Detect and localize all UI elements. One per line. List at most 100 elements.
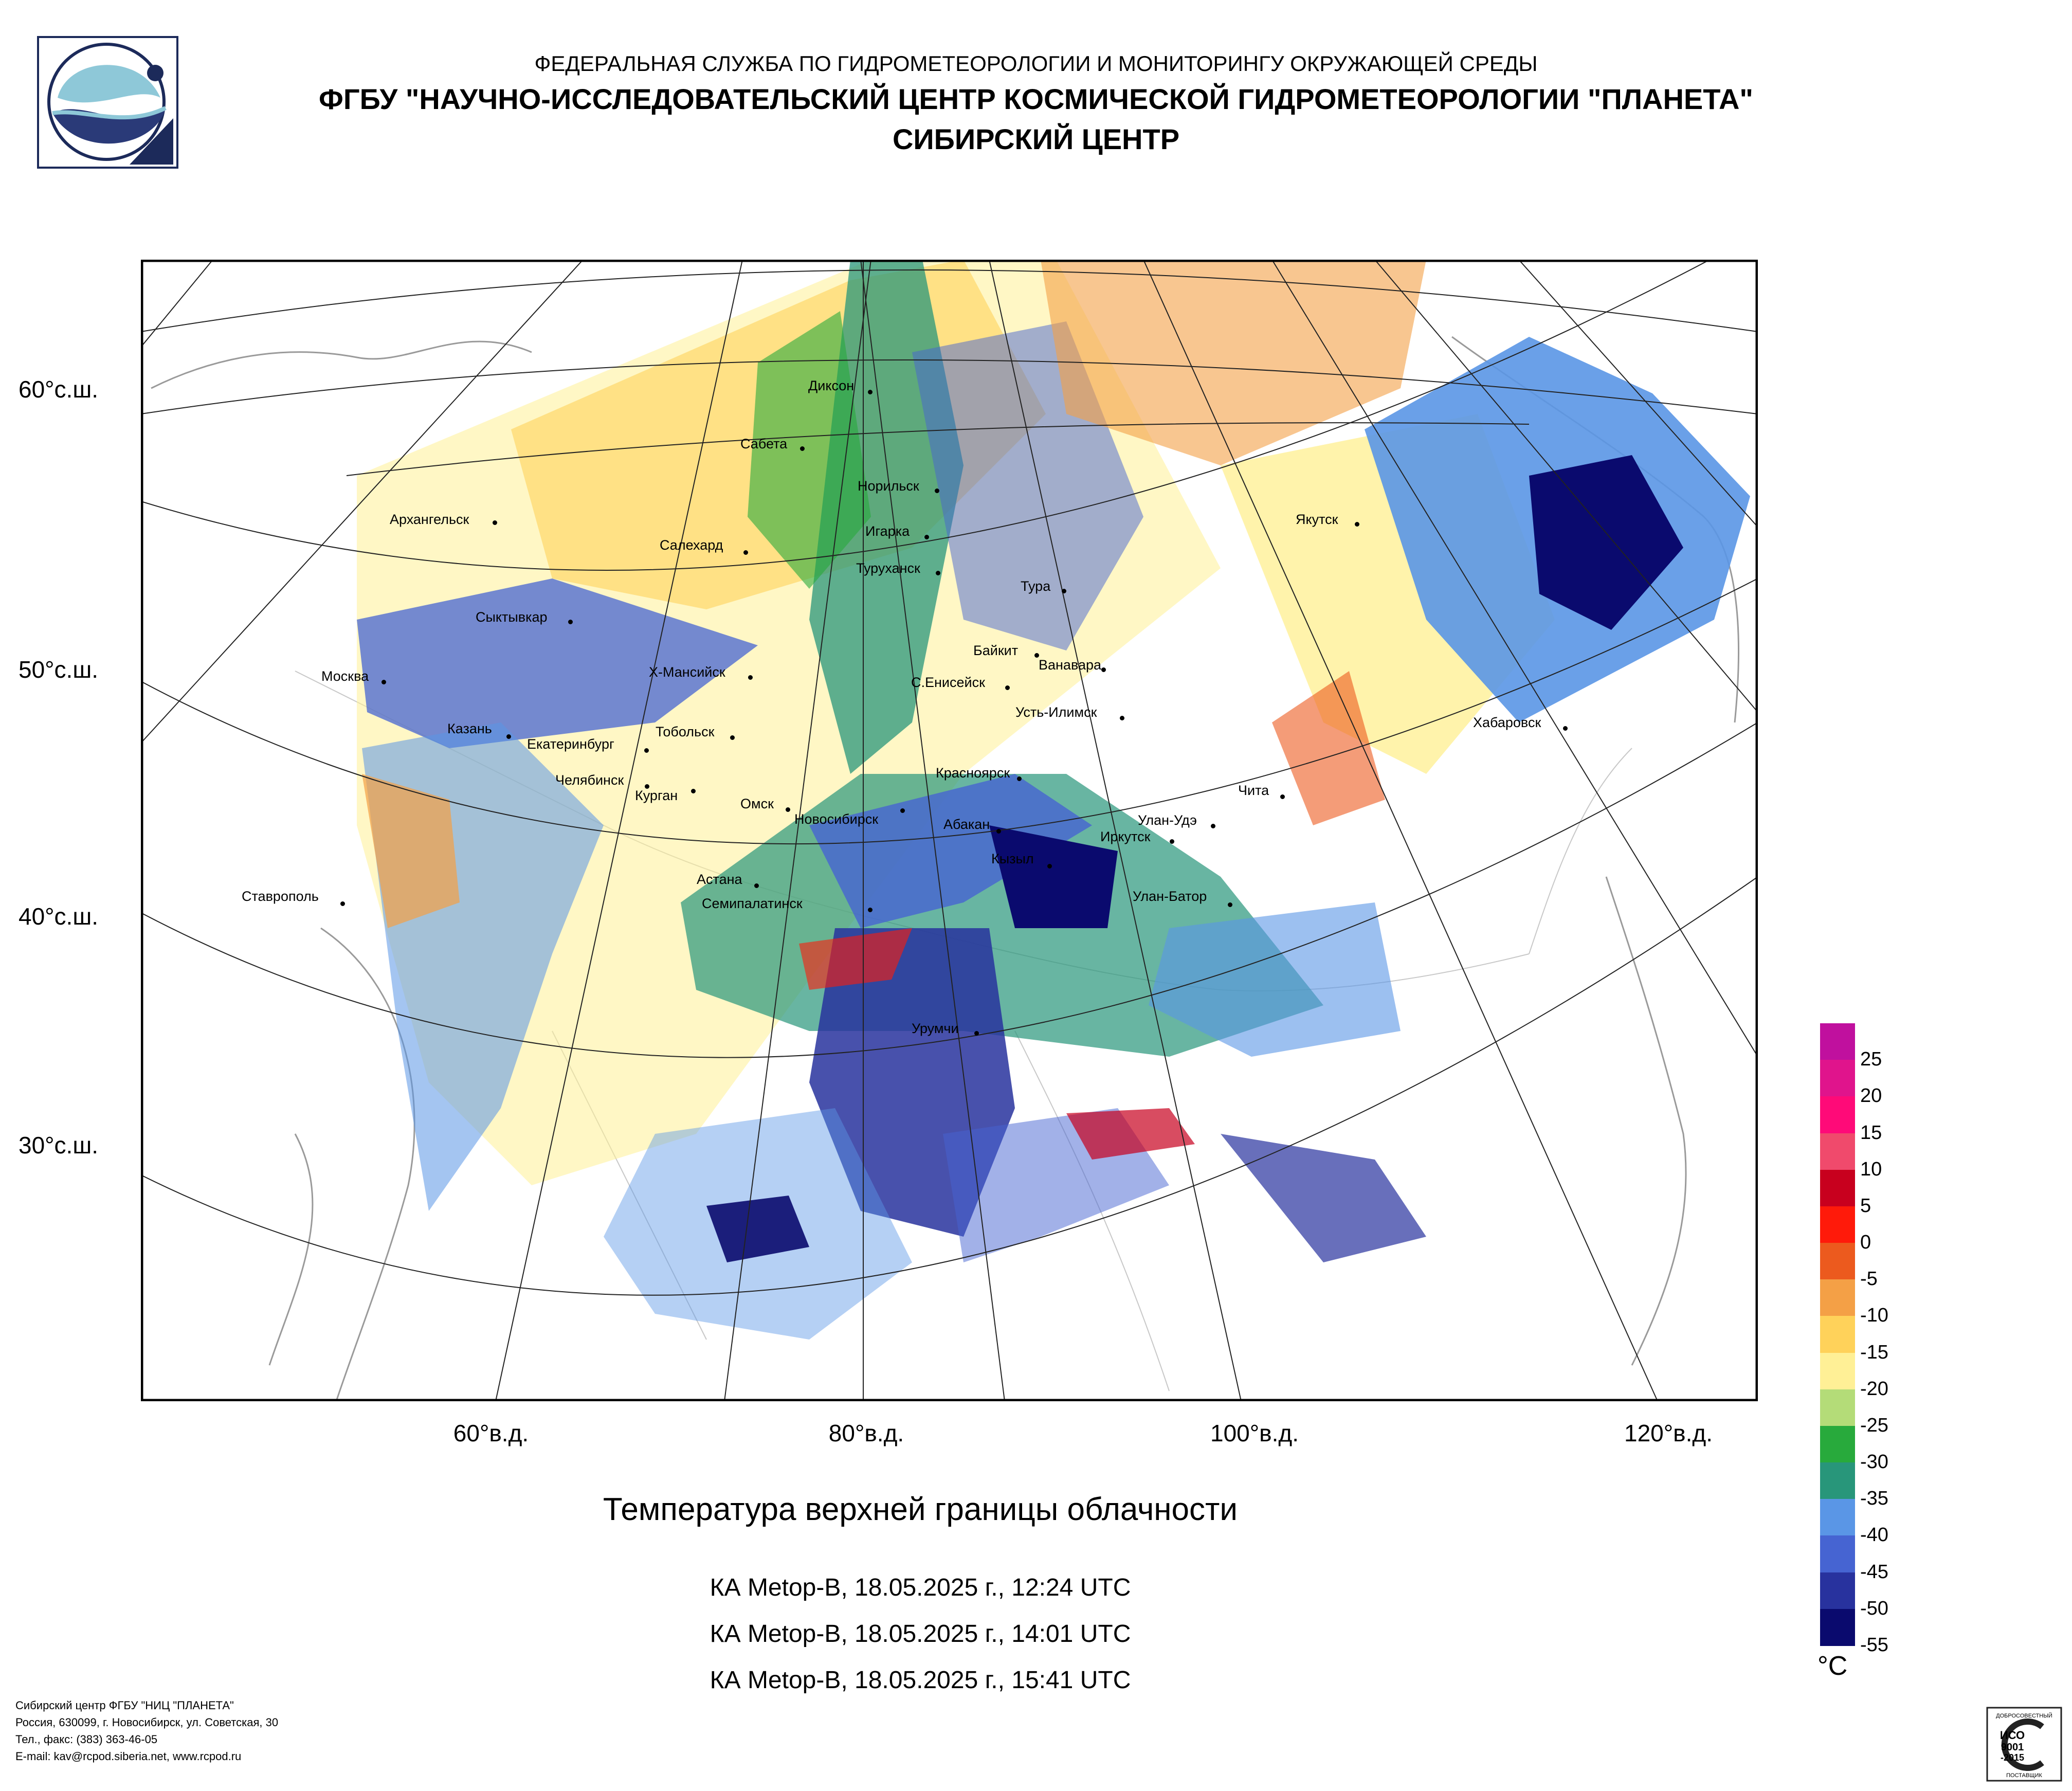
svg-text:-2015: -2015: [2001, 1752, 2024, 1763]
city-dot: [1047, 864, 1052, 869]
city-label: Хабаровск: [1473, 715, 1541, 730]
city-dot: [493, 520, 497, 525]
colorbar-swatch: [1820, 1243, 1855, 1280]
city-dot: [1017, 776, 1022, 781]
city-label: Ставрополь: [242, 889, 319, 904]
city-dot: [1062, 589, 1066, 593]
satellite-pass-3: КА Metop-B, 18.05.2025 г., 15:41 UTC: [710, 1667, 1131, 1694]
colorbar-swatch: [1820, 1535, 1855, 1573]
colorbar-swatch: [1820, 1096, 1855, 1134]
city-label: Семипалатинск: [702, 896, 803, 911]
svg-text:ДОБРОСОВЕСТНЫЙ: ДОБРОСОВЕСТНЫЙ: [1996, 1712, 2052, 1719]
city-dot: [936, 571, 940, 575]
lat-label-50: 50°с.ш.: [19, 656, 99, 683]
colorbar-swatch: [1820, 1499, 1855, 1536]
colorbar-tick-label: -30: [1860, 1451, 1888, 1473]
footer-line: Россия, 630099, г. Новосибирск, ул. Сове…: [15, 1716, 279, 1729]
city-label: Якутск: [1296, 512, 1338, 527]
graticule-longitude: [141, 260, 1758, 1401]
cloud-top-imagery: [357, 260, 1750, 1340]
colorbar-tick-label: 20: [1860, 1085, 1882, 1107]
city-label: Улан-Батор: [1133, 889, 1207, 904]
colorbar-swatch: [1820, 1279, 1855, 1316]
colorbar-tick-label: -55: [1860, 1634, 1888, 1656]
city-dot: [1280, 794, 1285, 799]
iso-badge: ДОБРОСОВЕСТНЫЙ ИСО 9001 -2015 ПОСТАВЩИК: [1986, 1706, 2063, 1782]
city-dot: [868, 908, 873, 912]
city-label: Чита: [1238, 783, 1269, 798]
city-label: Норильск: [858, 478, 919, 494]
colorbar-tick-label: -45: [1860, 1561, 1888, 1583]
organization-logo: [37, 36, 178, 169]
footer-line: Сибирский центр ФГБУ "НИЦ "ПЛАНЕТА": [15, 1699, 234, 1712]
map-frame: [140, 259, 1758, 1402]
city-dot: [868, 390, 873, 394]
city-dot: [1120, 716, 1124, 720]
city-dot: [381, 680, 386, 684]
lat-label-30: 30°с.ш.: [19, 1132, 99, 1159]
graticule-nearfar: [141, 260, 1711, 571]
city-label: Туруханск: [856, 560, 920, 576]
city-dot: [1355, 522, 1359, 527]
city-dot: [1563, 726, 1568, 731]
colorbar-tick-label: 10: [1860, 1158, 1882, 1180]
city-label: Улан-Удэ: [1138, 812, 1197, 828]
city-dot: [1211, 824, 1215, 828]
lon-label-120: 120°в.д.: [1624, 1420, 1713, 1446]
colorbar-swatch: [1820, 1060, 1855, 1097]
colorbar-swatch: [1820, 1389, 1855, 1426]
city-label: Казань: [447, 721, 492, 736]
city-dot: [754, 883, 759, 888]
city-label: Усть-Илимск: [1015, 704, 1097, 720]
footer-contacts: Сибирский центр ФГБУ "НИЦ "ПЛАНЕТА" Росс…: [15, 1697, 278, 1765]
city-dot: [924, 535, 929, 539]
center-name: СИБИРСКИЙ ЦЕНТР: [892, 123, 1180, 155]
lon-label-60: 60°в.д.: [453, 1420, 529, 1446]
colorbar-tick-label: -50: [1860, 1597, 1888, 1619]
city-dot: [691, 789, 696, 793]
city-label: Абакан: [943, 817, 990, 832]
colorbar-tick-label: -15: [1860, 1341, 1888, 1363]
graticule-latitude: [141, 269, 1758, 1296]
colorbar-tick-label: 25: [1860, 1048, 1882, 1071]
city-label: Сабета: [740, 436, 788, 451]
city-dot: [506, 734, 511, 739]
colorbar-tick-label: -10: [1860, 1305, 1888, 1327]
colorbar-swatch: [1820, 1608, 1855, 1646]
city-dot: [786, 807, 790, 812]
map-title: Температура верхней границы облачности: [603, 1492, 1238, 1527]
colorbar-tick-label: -20: [1860, 1378, 1888, 1400]
satellite-pass-2: КА Metop-B, 18.05.2025 г., 14:01 UTC: [710, 1620, 1131, 1648]
colorbar-tick-label: -35: [1860, 1488, 1888, 1510]
footer-line: Тел., факс: (383) 363-46-05: [15, 1733, 158, 1746]
svg-text:9001: 9001: [2001, 1742, 2024, 1753]
colorbar-swatch: [1820, 1462, 1855, 1499]
city-label: Новосибирск: [794, 811, 879, 827]
svg-text:ИСО: ИСО: [2000, 1729, 2025, 1742]
agency-name: ФЕДЕРАЛЬНАЯ СЛУЖБА ПО ГИДРОМЕТЕОРОЛОГИИ …: [534, 51, 1538, 76]
city-label: С.Енисейск: [911, 675, 985, 690]
city-label: Ванавара: [1039, 657, 1102, 673]
city-dot: [974, 1031, 979, 1036]
colorbar-swatch: [1820, 1352, 1855, 1390]
city-label: Игарка: [865, 523, 910, 539]
city-dot: [645, 784, 649, 789]
svg-text:ПОСТАВЩИК: ПОСТАВЩИК: [2006, 1772, 2042, 1779]
colorbar-tick-label: 15: [1860, 1121, 1882, 1144]
city-dot: [935, 489, 939, 493]
city-label: Курган: [635, 788, 678, 803]
city-dot: [743, 550, 748, 555]
city-label: Архангельск: [390, 512, 469, 527]
city-label: Омск: [740, 796, 774, 811]
city-dot: [1034, 653, 1039, 658]
city-dot: [340, 901, 345, 906]
city-label: Челябинск: [555, 772, 624, 788]
city-label: Иркутск: [1100, 829, 1151, 844]
colorbar-swatch: [1820, 1206, 1855, 1243]
city-dot: [800, 446, 805, 451]
lon-label-100: 100°в.д.: [1210, 1420, 1299, 1446]
city-label: Астана: [697, 872, 742, 887]
city-dot: [568, 620, 573, 624]
city-label: Диксон: [808, 378, 855, 393]
colorbar-tick-label: 5: [1860, 1195, 1871, 1217]
